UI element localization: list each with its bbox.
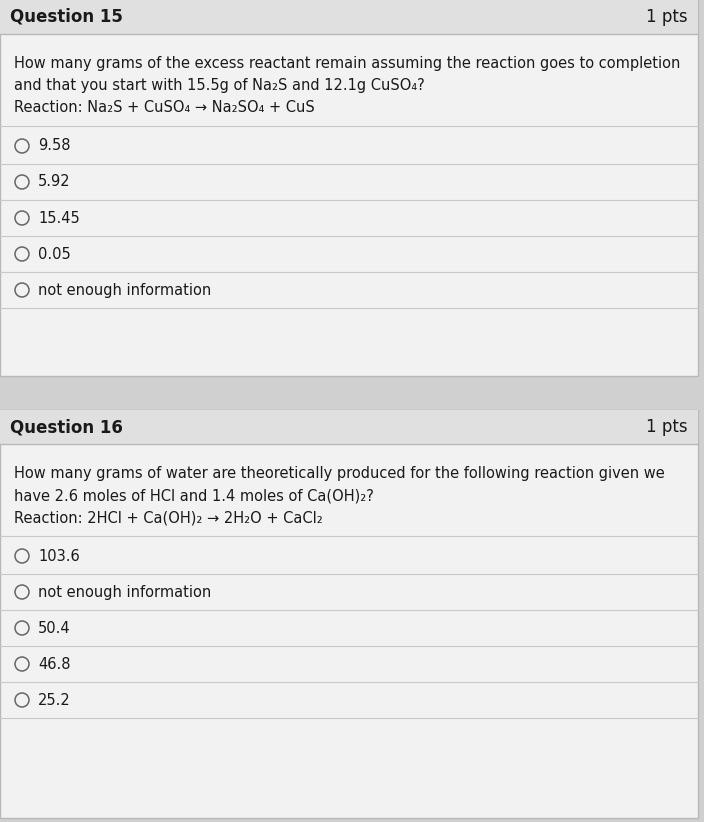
Text: How many grams of water are theoretically produced for the following reaction gi: How many grams of water are theoreticall…	[14, 466, 665, 481]
Text: 1 pts: 1 pts	[646, 418, 688, 436]
Text: have 2.6 moles of HCl and 1.4 moles of Ca(OH)₂?: have 2.6 moles of HCl and 1.4 moles of C…	[14, 488, 374, 503]
Text: not enough information: not enough information	[38, 283, 211, 298]
Text: Question 15: Question 15	[10, 8, 123, 26]
Text: 46.8: 46.8	[38, 657, 70, 672]
Bar	[0, 410, 698, 818]
Text: How many grams of the excess reactant remain assuming the reaction goes to compl: How many grams of the excess reactant re…	[14, 56, 680, 71]
Text: Reaction: Na₂S + CuSO₄ → Na₂SO₄ + CuS: Reaction: Na₂S + CuSO₄ → Na₂SO₄ + CuS	[14, 100, 315, 115]
Bar	[0, 410, 698, 444]
Text: 0.05: 0.05	[38, 247, 70, 261]
Text: 9.58: 9.58	[38, 138, 70, 154]
Text: 5.92: 5.92	[38, 174, 70, 190]
Text: Question 16: Question 16	[10, 418, 123, 436]
Text: 50.4: 50.4	[38, 621, 70, 635]
Text: 15.45: 15.45	[38, 210, 80, 225]
Text: not enough information: not enough information	[38, 584, 211, 599]
Text: and that you start with 15.5g of Na₂S and 12.1g CuSO₄?: and that you start with 15.5g of Na₂S an…	[14, 78, 425, 93]
Bar	[0, 0, 698, 34]
Text: 103.6: 103.6	[38, 548, 80, 564]
Text: 25.2: 25.2	[38, 692, 70, 708]
Text: Reaction: 2HCl + Ca(OH)₂ → 2H₂O + CaCl₂: Reaction: 2HCl + Ca(OH)₂ → 2H₂O + CaCl₂	[14, 510, 322, 525]
Text: 1 pts: 1 pts	[646, 8, 688, 26]
Bar	[0, 0, 698, 376]
